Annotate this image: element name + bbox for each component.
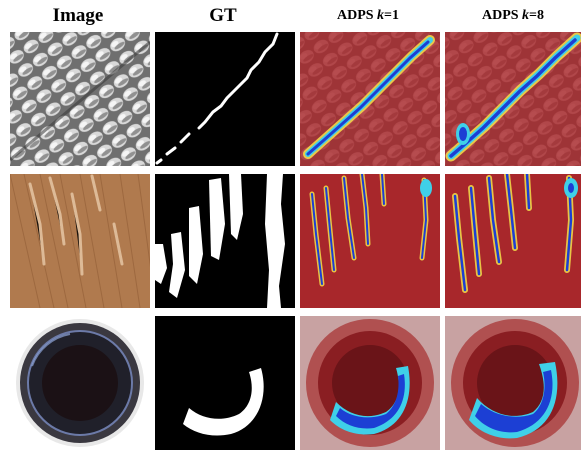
row3-adps-k8 <box>445 316 581 450</box>
row1-image-metal-grid <box>10 32 150 166</box>
row1-adps-k8 <box>445 32 581 166</box>
header-adps-k1-prefix: ADPS <box>336 8 378 23</box>
header-adps-k8: ADPS k=8 <box>443 4 581 28</box>
row2-gt <box>155 174 295 308</box>
header-adps-k8-prefix: ADPS <box>481 8 523 23</box>
header-adps-k8-suffix: =8 <box>529 8 545 23</box>
header-adps-k1-suffix: =1 <box>384 8 400 23</box>
header-adps-k1-var: k <box>377 8 385 23</box>
row3-adps-k1 <box>300 316 440 450</box>
header-image: Image <box>52 5 104 26</box>
row2-image-wood <box>10 174 150 308</box>
row1-gt <box>155 32 295 166</box>
row2-adps-k1 <box>300 174 440 308</box>
row3-image-bottle <box>10 316 150 450</box>
header-gt: GT <box>209 5 237 26</box>
header-adps-k1: ADPS k=1 <box>298 4 438 28</box>
row3-gt <box>155 316 295 450</box>
row2-adps-k8 <box>445 174 581 308</box>
row1-adps-k1 <box>300 32 440 166</box>
header-adps-k8-var: k <box>522 8 530 23</box>
